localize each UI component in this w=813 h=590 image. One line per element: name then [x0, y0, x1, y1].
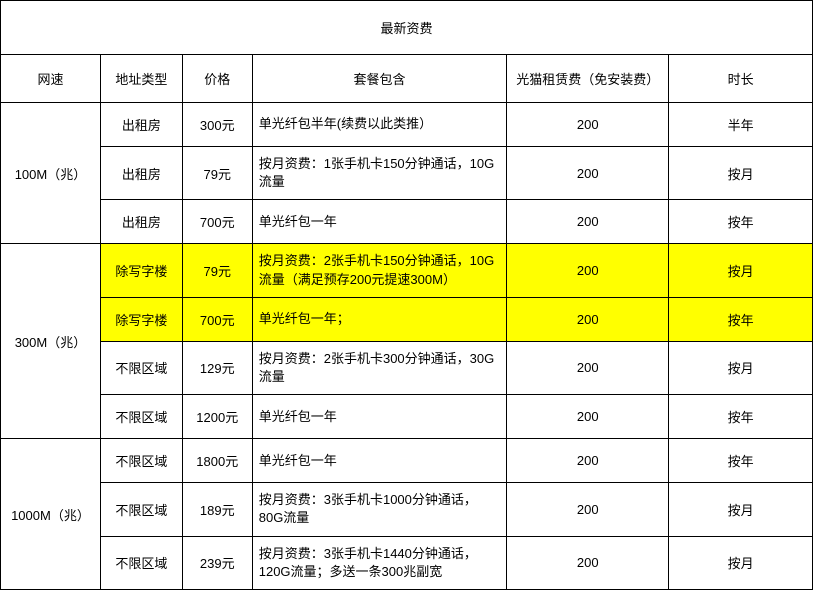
cell-package: 单光纤包一年: [252, 395, 507, 439]
col-header-price: 价格: [182, 55, 252, 103]
col-header-type: 地址类型: [100, 55, 182, 103]
cell-price: 1800元: [182, 439, 252, 483]
table-body: 100M（兆）出租房300元单光纤包半年(续费以此类推）200半年出租房79元按…: [1, 103, 813, 590]
cell-package: 单光纤包一年；: [252, 297, 507, 341]
cell-duration: 半年: [669, 103, 813, 147]
cell-modem: 200: [507, 297, 669, 341]
table-row: 出租房79元按月资费：1张手机卡150分钟通话，10G流量200按月: [1, 147, 813, 200]
cell-type: 出租房: [100, 147, 182, 200]
table-row: 1000M（兆）不限区域1800元单光纤包一年200按年: [1, 439, 813, 483]
cell-price: 239元: [182, 536, 252, 589]
cell-type: 除写字楼: [100, 244, 182, 297]
cell-package: 按月资费：2张手机卡150分钟通话，10G流量（满足预存200元提速300M）: [252, 244, 507, 297]
cell-package: 按月资费：3张手机卡1440分钟通话，120G流量；多送一条300兆副宽: [252, 536, 507, 589]
cell-speed: 300M（兆）: [1, 244, 101, 439]
col-header-duration: 时长: [669, 55, 813, 103]
cell-type: 出租房: [100, 200, 182, 244]
cell-speed: 1000M（兆）: [1, 439, 101, 590]
cell-duration: 按月: [669, 536, 813, 589]
cell-speed: 100M（兆）: [1, 103, 101, 244]
cell-price: 129元: [182, 341, 252, 394]
cell-modem: 200: [507, 341, 669, 394]
cell-package: 按月资费：3张手机卡1000分钟通话，80G流量: [252, 483, 507, 536]
cell-duration: 按月: [669, 147, 813, 200]
cell-package: 单光纤包一年: [252, 439, 507, 483]
col-header-package: 套餐包含: [252, 55, 507, 103]
title-row: 最新资费: [1, 1, 813, 55]
cell-duration: 按月: [669, 341, 813, 394]
cell-price: 189元: [182, 483, 252, 536]
table-row: 不限区域189元按月资费：3张手机卡1000分钟通话，80G流量200按月: [1, 483, 813, 536]
table-title: 最新资费: [1, 1, 813, 55]
cell-duration: 按月: [669, 483, 813, 536]
cell-price: 79元: [182, 147, 252, 200]
cell-package: 按月资费：1张手机卡150分钟通话，10G流量: [252, 147, 507, 200]
cell-modem: 200: [507, 536, 669, 589]
cell-type: 不限区域: [100, 536, 182, 589]
cell-type: 不限区域: [100, 341, 182, 394]
table-row: 300M（兆）除写字楼79元按月资费：2张手机卡150分钟通话，10G流量（满足…: [1, 244, 813, 297]
cell-modem: 200: [507, 483, 669, 536]
cell-duration: 按年: [669, 439, 813, 483]
table-row: 除写字楼700元单光纤包一年；200按年: [1, 297, 813, 341]
cell-duration: 按年: [669, 395, 813, 439]
cell-duration: 按月: [669, 244, 813, 297]
cell-package: 按月资费：2张手机卡300分钟通话，30G流量: [252, 341, 507, 394]
cell-package: 单光纤包半年(续费以此类推）: [252, 103, 507, 147]
cell-modem: 200: [507, 244, 669, 297]
cell-price: 1200元: [182, 395, 252, 439]
cell-type: 不限区域: [100, 395, 182, 439]
cell-price: 79元: [182, 244, 252, 297]
cell-type: 不限区域: [100, 483, 182, 536]
table-row: 不限区域129元按月资费：2张手机卡300分钟通话，30G流量200按月: [1, 341, 813, 394]
cell-modem: 200: [507, 200, 669, 244]
table-row: 不限区域1200元单光纤包一年200按年: [1, 395, 813, 439]
cell-modem: 200: [507, 439, 669, 483]
cell-duration: 按年: [669, 297, 813, 341]
cell-type: 不限区域: [100, 439, 182, 483]
header-row: 网速 地址类型 价格 套餐包含 光猫租赁费（免安装费） 时长: [1, 55, 813, 103]
cell-type: 出租房: [100, 103, 182, 147]
table-row: 不限区域239元按月资费：3张手机卡1440分钟通话，120G流量；多送一条30…: [1, 536, 813, 589]
table-row: 出租房700元单光纤包一年200按年: [1, 200, 813, 244]
cell-price: 700元: [182, 200, 252, 244]
col-header-modem: 光猫租赁费（免安装费）: [507, 55, 669, 103]
cell-modem: 200: [507, 147, 669, 200]
cell-type: 除写字楼: [100, 297, 182, 341]
table-row: 100M（兆）出租房300元单光纤包半年(续费以此类推）200半年: [1, 103, 813, 147]
cell-price: 300元: [182, 103, 252, 147]
tariff-table: 最新资费 网速 地址类型 价格 套餐包含 光猫租赁费（免安装费） 时长 100M…: [0, 0, 813, 590]
cell-price: 700元: [182, 297, 252, 341]
col-header-speed: 网速: [1, 55, 101, 103]
cell-modem: 200: [507, 103, 669, 147]
cell-duration: 按年: [669, 200, 813, 244]
cell-modem: 200: [507, 395, 669, 439]
cell-package: 单光纤包一年: [252, 200, 507, 244]
